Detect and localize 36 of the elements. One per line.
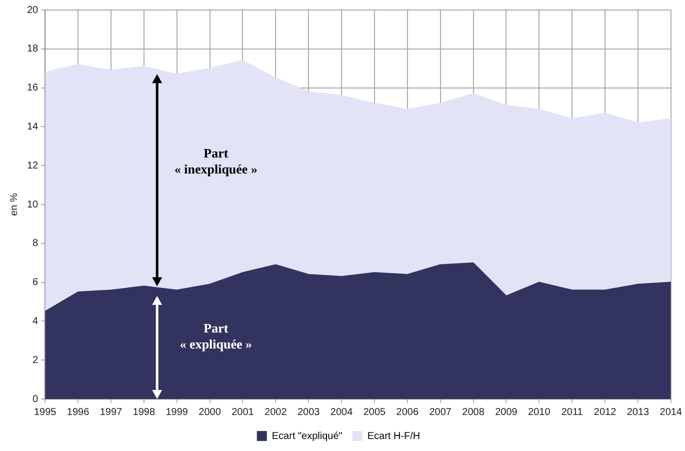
x-tick-label: 2012 — [594, 406, 617, 418]
y-tick-label: 0 — [32, 394, 39, 405]
annotation: Part « inexpliquée » — [174, 145, 258, 176]
x-tick-label: 2004 — [330, 406, 354, 418]
x-tick-label: 2001 — [232, 406, 254, 418]
x-tick-label: 2013 — [626, 406, 650, 418]
x-tick-label: 1998 — [132, 406, 156, 418]
legend-label: Ecart "expliqué" — [272, 430, 343, 442]
x-tick-label: 2014 — [660, 406, 682, 418]
legend-label: Ecart H-F/H — [367, 430, 420, 442]
y-tick-label: 18 — [27, 44, 39, 55]
y-tick-label: 10 — [27, 199, 39, 210]
x-tick-label: 2009 — [495, 406, 518, 418]
y-tick-label: 12 — [27, 160, 39, 172]
y-axis-title: en % — [8, 192, 20, 216]
y-tick-label: 20 — [27, 4, 39, 16]
x-tick-label: 2006 — [396, 406, 419, 418]
y-tick-label: 14 — [27, 121, 39, 132]
y-tick-label: 4 — [32, 316, 39, 327]
x-tick-label: 2003 — [297, 406, 320, 418]
x-tick-label: 2002 — [264, 406, 288, 418]
x-tick-label: 2007 — [429, 406, 452, 418]
annotation: Part « expliquée » — [180, 320, 252, 352]
x-tick-label: 1996 — [66, 406, 90, 418]
x-tick-label: 1995 — [34, 406, 57, 418]
x-tick-label: 2008 — [462, 406, 485, 418]
x-tick-label: 1999 — [166, 406, 188, 418]
y-tick-label: 16 — [27, 82, 39, 94]
y-tick-label: 6 — [32, 277, 39, 288]
x-tick-label: 1997 — [100, 406, 123, 418]
x-tick-label: 2010 — [528, 406, 551, 418]
x-tick-label: 2011 — [561, 406, 584, 418]
x-tick-label: 2005 — [363, 406, 386, 418]
y-tick-label: 2 — [32, 354, 39, 366]
x-tick-label: 2000 — [198, 406, 222, 418]
y-tick-label: 8 — [32, 238, 39, 250]
